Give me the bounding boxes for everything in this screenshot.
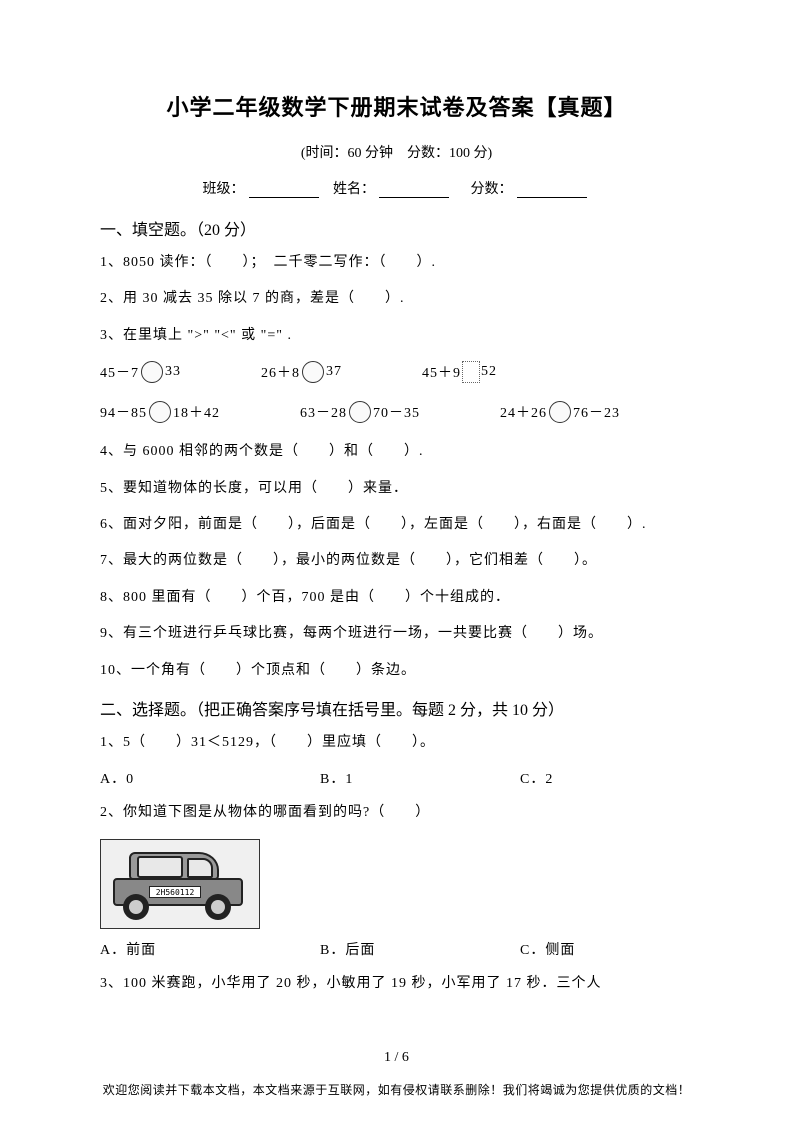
- s1-q8: 8、800 里面有（ ）个百，700 是由（ ）个十组成的．: [100, 587, 693, 609]
- comp-1c: 45＋9 52: [422, 361, 497, 383]
- s1-q4: 4、与 6000 相邻的两个数是（ ）和（ ）.: [100, 441, 693, 463]
- s2-q1-opt-b[interactable]: B．1: [320, 768, 520, 788]
- blank-circle[interactable]: [149, 401, 171, 423]
- comp-2b: 63－28 70－35: [300, 401, 420, 423]
- s2-q2-opt-a[interactable]: A．前面: [100, 939, 320, 959]
- comp-2b-left: 63－28: [300, 402, 347, 422]
- score-label: 分数：: [471, 182, 513, 197]
- s2-q1-opt-c[interactable]: C．2: [520, 768, 670, 788]
- page-number: 1 / 6: [0, 1050, 793, 1066]
- name-blank[interactable]: [379, 182, 449, 198]
- s2-q1-options: A．0 B．1 C．2: [100, 768, 693, 788]
- s2-q2-opt-b[interactable]: B．后面: [320, 939, 520, 959]
- blank-circle[interactable]: [349, 401, 371, 423]
- s1-q1: 1、8050 读作：（ ）； 二千零二写作：（ ）.: [100, 252, 693, 274]
- s1-q10: 10、一个角有（ ）个顶点和（ ）条边。: [100, 660, 693, 682]
- exam-info: (时间：60 分钟 分数：100 分): [100, 142, 693, 162]
- blank-rect[interactable]: [462, 361, 480, 383]
- s2-q1-opt-a[interactable]: A．0: [100, 768, 320, 788]
- score-blank[interactable]: [517, 182, 587, 198]
- comp-1a-right: 33: [165, 364, 181, 380]
- comp-2c: 24＋26 76－23: [500, 401, 620, 423]
- s2-q2: 2、你知道下图是从物体的哪面看到的吗?（ ）: [100, 802, 693, 824]
- comp-1b: 26＋8 37: [261, 361, 342, 383]
- comp-1c-left: 45＋9: [422, 362, 461, 382]
- s1-q3: 3、在里填上 ">" "<" 或 "=" .: [100, 325, 693, 347]
- blank-circle[interactable]: [302, 361, 324, 383]
- comp-1c-right: 52: [481, 364, 497, 380]
- s1-q7: 7、最大的两位数是（ ），最小的两位数是（ ），它们相差（ ）。: [100, 550, 693, 572]
- comp-2c-right: 76－23: [573, 402, 620, 422]
- comp-1a-left: 45－7: [100, 362, 139, 382]
- page-title: 小学二年级数学下册期末试卷及答案【真题】: [100, 90, 693, 122]
- student-info-row: 班级： 姓名： 分数：: [100, 178, 693, 198]
- car-illustration: 2H560112: [109, 852, 249, 912]
- comp-2a: 94－85 18＋42: [100, 401, 220, 423]
- comp-2b-right: 70－35: [373, 402, 420, 422]
- comp-1a: 45－7 33: [100, 361, 181, 383]
- class-blank[interactable]: [249, 182, 319, 198]
- comp-1b-right: 37: [326, 364, 342, 380]
- name-label: 姓名：: [333, 182, 375, 197]
- comp-1b-left: 26＋8: [261, 362, 300, 382]
- blank-circle[interactable]: [549, 401, 571, 423]
- s2-q2-opt-c[interactable]: C．侧面: [520, 939, 670, 959]
- class-label: 班级：: [203, 182, 245, 197]
- s1-q5: 5、要知道物体的长度，可以用（ ）来量．: [100, 478, 693, 500]
- comp-2a-left: 94－85: [100, 402, 147, 422]
- s1-q2: 2、用 30 减去 35 除以 7 的商，差是（ ）.: [100, 288, 693, 310]
- s2-q2-options: A．前面 B．后面 C．侧面: [100, 939, 693, 959]
- car-plate: 2H560112: [149, 886, 201, 898]
- comparison-row-1: 45－7 33 26＋8 37 45＋9 52: [100, 361, 693, 383]
- comparison-row-2: 94－85 18＋42 63－28 70－35 24＋26 76－23: [100, 401, 693, 423]
- comp-2c-left: 24＋26: [500, 402, 547, 422]
- s1-q9: 9、有三个班进行乒乓球比赛，每两个班进行一场，一共要比赛（ ）场。: [100, 623, 693, 645]
- s1-q6: 6、面对夕阳，前面是（ ），后面是（ ），左面是（ ），右面是（ ）.: [100, 514, 693, 536]
- blank-circle[interactable]: [141, 361, 163, 383]
- s2-q3: 3、100 米赛跑，小华用了 20 秒，小敏用了 19 秒，小军用了 17 秒．…: [100, 973, 693, 995]
- section2-header: 二、选择题。（把正确答案序号填在括号里。每题 2 分，共 10 分）: [100, 696, 693, 720]
- s2-q1: 1、5（ ）31＜5129，（ ）里应填（ ）。: [100, 732, 693, 754]
- footer-text: 欢迎您阅读并下载本文档，本文档来源于互联网，如有侵权请联系删除！我们将竭诚为您提…: [0, 1081, 793, 1098]
- section1-header: 一、填空题。（20 分）: [100, 216, 693, 240]
- car-image: 2H560112: [100, 839, 260, 929]
- comp-2a-right: 18＋42: [173, 402, 220, 422]
